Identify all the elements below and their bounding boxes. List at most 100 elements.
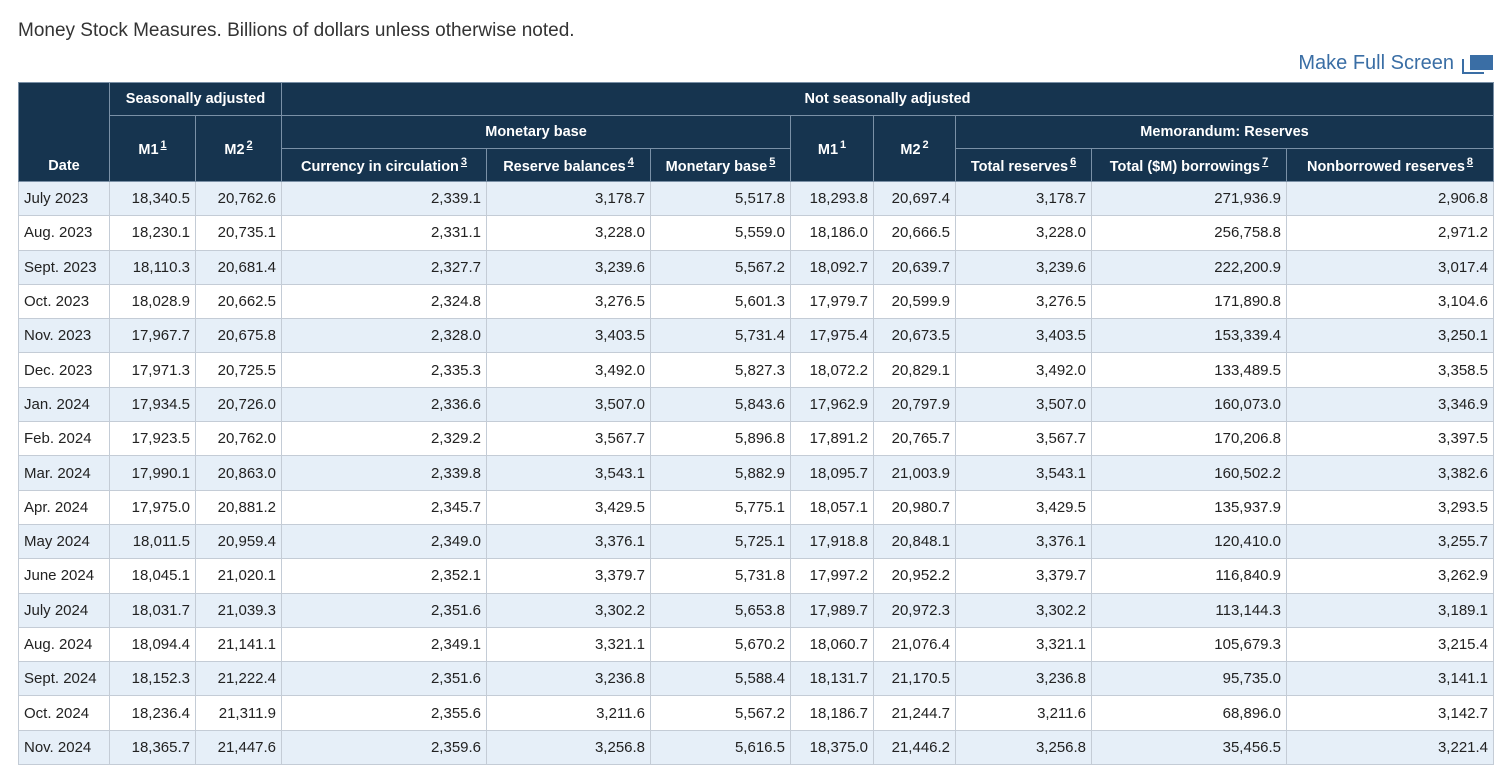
value-cell: 18,375.0 <box>790 729 875 766</box>
value-cell: 3,346.9 <box>1286 386 1495 423</box>
value-cell: 2,339.1 <box>281 180 488 217</box>
value-cell: 20,662.5 <box>194 283 283 320</box>
footnote-marker: 1 <box>840 139 847 152</box>
value-cell: 3,239.6 <box>955 249 1093 285</box>
table-row: July 2024 18,031.7 21,039.3 2,351.6 3,302.2 5… <box>18 592 1495 628</box>
table-row: June 2024 18,045.1 21,020.1 2,352.1 3,379.7 5… <box>18 558 1495 594</box>
value-cell: 3,228.0 <box>486 215 652 251</box>
value-cell: 3,321.1 <box>486 626 652 663</box>
value-cell: 21,446.2 <box>873 729 957 766</box>
value-cell: 3,211.6 <box>955 695 1093 731</box>
value-cell: 17,934.5 <box>109 386 196 423</box>
table-row: Oct. 2023 18,028.9 20,662.5 2,324.8 3,276.5 5… <box>18 283 1495 320</box>
footnote-link[interactable]: 2 <box>246 139 253 152</box>
value-cell: 3,397.5 <box>1286 421 1495 457</box>
value-cell: 3,236.8 <box>955 661 1093 697</box>
date-cell: Nov. 2023 <box>18 318 110 354</box>
value-cell: 5,725.1 <box>650 523 792 560</box>
value-cell: 3,379.7 <box>955 558 1093 594</box>
date-cell: Aug. 2024 <box>18 626 110 663</box>
date-cell: Apr. 2024 <box>18 489 110 525</box>
value-cell: 171,890.8 <box>1091 283 1288 320</box>
value-cell: 20,980.7 <box>873 489 957 525</box>
value-cell: 3,403.5 <box>955 318 1093 354</box>
value-cell: 3,358.5 <box>1286 352 1495 388</box>
value-cell: 170,206.8 <box>1091 421 1288 457</box>
value-cell: 20,863.0 <box>194 455 283 491</box>
header-nonborrowed-reserves: Nonborrowed reserves 8 <box>1286 148 1495 182</box>
value-cell: 2,359.6 <box>281 729 488 766</box>
date-cell: Feb. 2024 <box>18 421 110 457</box>
value-cell: 17,979.7 <box>790 283 875 320</box>
value-cell: 21,039.3 <box>194 592 283 628</box>
value-cell: 2,349.0 <box>281 523 488 560</box>
value-cell: 18,011.5 <box>109 523 196 560</box>
value-cell: 20,639.7 <box>873 249 957 285</box>
value-cell: 5,670.2 <box>650 626 792 663</box>
value-cell: 3,189.1 <box>1286 592 1495 628</box>
value-cell: 18,057.1 <box>790 489 875 525</box>
value-cell: 18,060.7 <box>790 626 875 663</box>
value-cell: 3,262.9 <box>1286 558 1495 594</box>
value-cell: 20,972.3 <box>873 592 957 628</box>
value-cell: 17,971.3 <box>109 352 196 388</box>
value-cell: 222,200.9 <box>1091 249 1288 285</box>
value-cell: 3,507.0 <box>486 386 652 423</box>
value-cell: 18,028.9 <box>109 283 196 320</box>
footnote-link[interactable]: 6 <box>1070 155 1077 168</box>
value-cell: 2,331.1 <box>281 215 488 251</box>
value-cell: 18,110.3 <box>109 249 196 285</box>
header-reserve-balances: Reserve balances 4 <box>486 148 652 182</box>
value-cell: 5,731.4 <box>650 318 792 354</box>
value-cell: 18,186.7 <box>790 695 875 731</box>
value-cell: 116,840.9 <box>1091 558 1288 594</box>
value-cell: 3,379.7 <box>486 558 652 594</box>
table-row: Sept. 2024 18,152.3 21,222.4 2,351.6 3,236.8… <box>18 661 1495 697</box>
header-total-reserves: Total reserves 6 <box>955 148 1093 182</box>
value-cell: 21,020.1 <box>194 558 283 594</box>
value-cell: 3,256.8 <box>486 729 652 766</box>
money-stock-table: Date Seasonally adjusted Not seasonally … <box>18 82 1495 766</box>
fullscreen-icon[interactable] <box>1462 53 1494 75</box>
value-cell: 2,329.2 <box>281 421 488 457</box>
value-cell: 133,489.5 <box>1091 352 1288 388</box>
value-cell: 160,502.2 <box>1091 455 1288 491</box>
footnote-link[interactable]: 8 <box>1466 155 1474 168</box>
value-cell: 17,997.2 <box>790 558 875 594</box>
footnote-link[interactable]: 4 <box>627 155 634 168</box>
value-cell: 3,429.5 <box>486 489 652 525</box>
value-cell: 20,829.1 <box>873 352 957 388</box>
value-cell: 5,588.4 <box>650 661 792 697</box>
footnote-link[interactable]: 3 <box>460 155 468 168</box>
date-cell: Dec. 2023 <box>18 352 110 388</box>
make-full-screen-label[interactable]: Make Full Screen <box>1298 52 1454 74</box>
header-memorandum-reserves: Memorandum: Reserves <box>955 115 1495 149</box>
value-cell: 18,236.4 <box>109 695 196 731</box>
value-cell: 5,517.8 <box>650 180 792 217</box>
value-cell: 17,918.8 <box>790 523 875 560</box>
value-cell: 3,321.1 <box>955 626 1093 663</box>
value-cell: 3,543.1 <box>955 455 1093 491</box>
make-full-screen-link[interactable]: Make Full Screen <box>1298 52 1494 75</box>
value-cell: 5,559.0 <box>650 215 792 251</box>
value-cell: 3,507.0 <box>955 386 1093 423</box>
header-m1-sa: M1 1 <box>109 115 196 182</box>
date-cell: June 2024 <box>18 558 110 594</box>
value-cell: 18,092.7 <box>790 249 875 285</box>
value-cell: 3,429.5 <box>955 489 1093 525</box>
value-cell: 113,144.3 <box>1091 592 1288 628</box>
footnote-link[interactable]: 5 <box>769 155 776 168</box>
value-cell: 21,311.9 <box>194 695 283 731</box>
value-cell: 2,328.0 <box>281 318 488 354</box>
value-cell: 20,959.4 <box>194 523 283 560</box>
header-total-borrowings: Total ($M) borrowings 7 <box>1091 148 1288 182</box>
footnote-link[interactable]: 1 <box>160 139 167 152</box>
value-cell: 20,797.9 <box>873 386 957 423</box>
value-cell: 3,543.1 <box>486 455 652 491</box>
footnote-link[interactable]: 7 <box>1262 155 1269 168</box>
value-cell: 2,355.6 <box>281 695 488 731</box>
value-cell: 3,178.7 <box>955 180 1093 217</box>
table-caption: Money Stock Measures. Billions of dollar… <box>18 20 575 41</box>
value-cell: 3,276.5 <box>955 283 1093 320</box>
